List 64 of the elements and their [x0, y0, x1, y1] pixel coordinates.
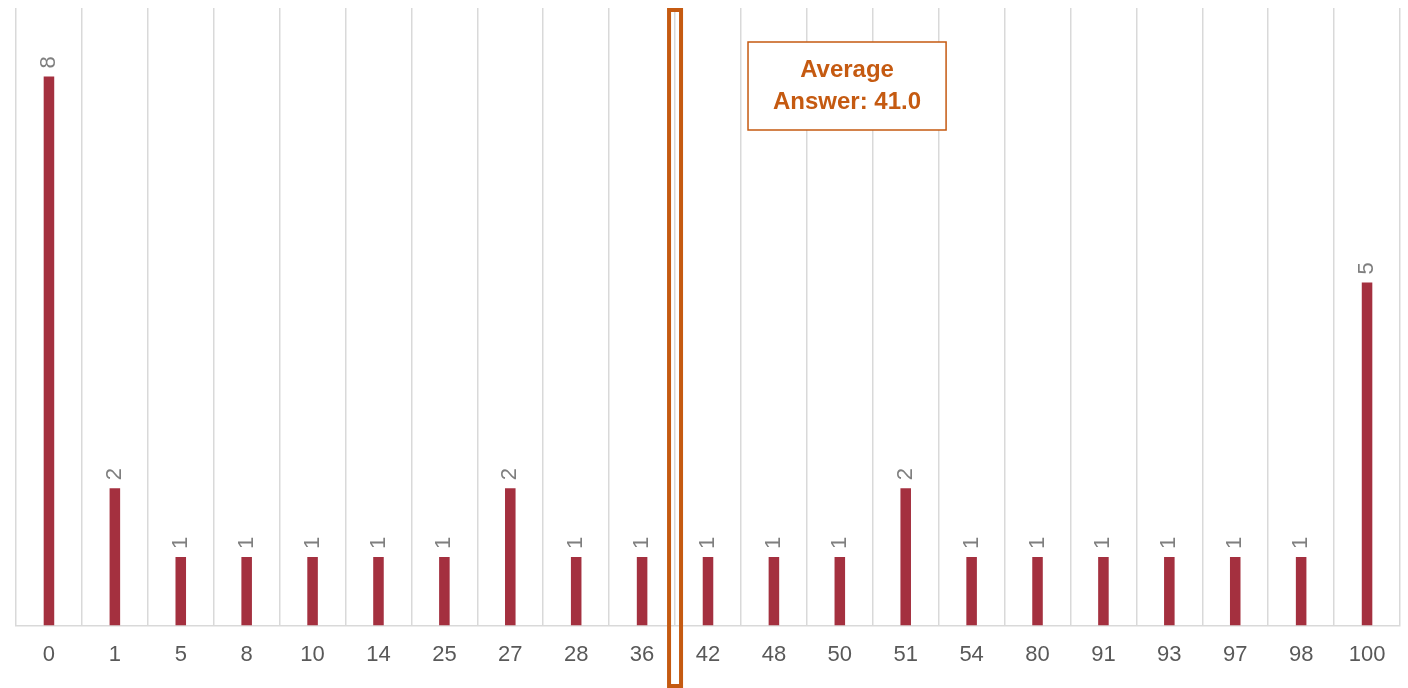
x-tick-label: 25	[432, 640, 457, 666]
x-tick-label: 91	[1091, 640, 1116, 666]
x-tick-label: 54	[959, 640, 984, 666]
x-tick-label: 80	[1025, 640, 1050, 666]
bar	[505, 488, 516, 626]
x-tick-label: 93	[1157, 640, 1182, 666]
x-tick-label: 5	[174, 640, 187, 666]
data-label: 1	[1221, 536, 1247, 549]
data-label: 1	[1023, 536, 1049, 549]
data-label: 1	[232, 536, 258, 549]
bar	[43, 76, 55, 626]
bar	[1295, 556, 1307, 626]
bar	[636, 556, 648, 626]
x-tick-label: 10	[300, 640, 325, 666]
data-label: 1	[1155, 536, 1181, 549]
bar	[702, 556, 714, 626]
data-label: 1	[430, 536, 456, 549]
x-tick-label: 1	[108, 640, 121, 666]
x-tick-label: 98	[1288, 640, 1314, 666]
data-label: 1	[364, 536, 390, 549]
data-label: 1	[825, 536, 851, 549]
x-tick-label: 97	[1223, 640, 1248, 666]
data-label: 2	[891, 468, 917, 481]
x-tick-label: 100	[1348, 640, 1386, 666]
x-tick-label: 0	[42, 640, 56, 666]
data-label: 1	[562, 536, 588, 549]
data-label: 5	[1353, 262, 1379, 275]
bar	[834, 556, 846, 626]
bar	[1164, 556, 1175, 626]
x-tick-label: 50	[827, 640, 853, 666]
bar	[1229, 556, 1241, 626]
data-label: 1	[298, 536, 324, 549]
bar	[1032, 556, 1043, 626]
data-label: 1	[957, 536, 983, 549]
x-tick-label: 42	[695, 640, 721, 666]
bar	[307, 556, 318, 626]
x-tick-label: 36	[629, 640, 655, 666]
bar	[900, 488, 911, 626]
x-tick-label: 51	[893, 640, 918, 666]
x-tick-label: 27	[498, 640, 523, 666]
x-tick-label: 14	[366, 640, 391, 666]
x-tick-label: 8	[240, 640, 253, 666]
data-label: 1	[628, 536, 654, 549]
bar	[570, 556, 582, 626]
data-label: 1	[1089, 536, 1115, 549]
annotation: Average Answer: 41.0	[773, 54, 922, 114]
data-label: 1	[759, 536, 785, 549]
data-label: 2	[496, 468, 522, 481]
x-tick-label: 48	[761, 640, 787, 666]
data-label: 1	[1287, 536, 1313, 549]
data-label: 1	[166, 536, 192, 549]
x-tick-label: 28	[563, 640, 589, 666]
bar	[439, 556, 450, 626]
bar	[241, 556, 252, 626]
data-label: 2	[100, 468, 126, 481]
bar	[1098, 556, 1109, 626]
data-label: 1	[694, 536, 720, 549]
bar	[768, 556, 780, 626]
bar	[175, 556, 187, 626]
bar	[966, 556, 977, 626]
bar	[109, 488, 121, 626]
bar	[1361, 282, 1373, 626]
bar	[373, 556, 384, 626]
data-label: 8	[35, 56, 61, 69]
